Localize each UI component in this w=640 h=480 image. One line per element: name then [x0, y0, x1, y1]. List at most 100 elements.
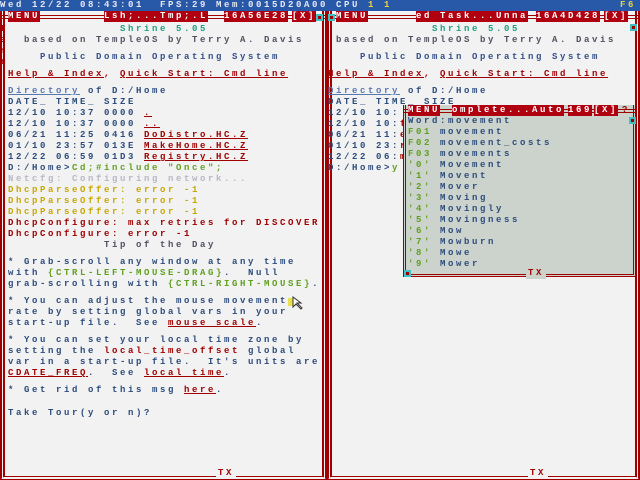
- text-segment: 01/10 23:: [328, 141, 401, 151]
- text-segment: Cd;#include "Once";: [72, 163, 225, 173]
- autocomplete-item[interactable]: '8' Mowe: [408, 248, 472, 259]
- text-line: CDATE_FREQ. See local time.: [8, 368, 232, 379]
- link[interactable]: local time: [144, 368, 225, 378]
- autocomplete-corner-handle[interactable]: [404, 270, 411, 277]
- link[interactable]: MakeHome.HC.Z: [144, 141, 249, 151]
- right-resize-handle[interactable]: [630, 24, 637, 31]
- left-window[interactable]: [0, 11, 327, 480]
- text-line: * Get rid of this msg here.: [8, 385, 224, 396]
- link[interactable]: Quick Start: Cmd line: [440, 69, 609, 79]
- item-word: movement_costs: [440, 138, 553, 148]
- text-segment: .: [216, 385, 225, 395]
- clock: Wed 12/22 08:43:01: [0, 0, 145, 10]
- hotkey: F6: [620, 0, 637, 10]
- text-segment: DATE_ TIME_ SIZE: [8, 97, 137, 107]
- autocomplete-item[interactable]: '0' Movement: [408, 160, 504, 171]
- text-line: Tip of the Day: [104, 240, 216, 251]
- text-line: 06/21 11:e: [328, 130, 408, 141]
- text-segment: Netcfg: Configuring network...: [8, 174, 249, 184]
- text-segment: * You can set your local time zone by: [8, 335, 305, 345]
- right-window[interactable]: [327, 11, 640, 480]
- item-key: '6': [408, 226, 433, 236]
- autocomplete-item[interactable]: '7' Mowburn: [408, 237, 496, 248]
- link[interactable]: Registry.HC.Z: [144, 152, 249, 162]
- text-line: 12/10 10:: [328, 108, 400, 119]
- link[interactable]: Directory: [8, 86, 81, 96]
- left-close-button[interactable]: [X]: [292, 11, 317, 22]
- text-segment: Shrine 5.05: [432, 24, 521, 34]
- text-segment: DATE_ TIME_ SIZE: [328, 97, 457, 107]
- autocomplete-item[interactable]: '5' Movingness: [408, 215, 520, 226]
- left-resize-handle[interactable]: [316, 14, 323, 21]
- text-line: DhcpParseOffer: error -1: [8, 207, 200, 218]
- right-task-addr: 16A4D428: [536, 11, 601, 22]
- autocomplete-menu-button[interactable]: MENU: [408, 105, 441, 116]
- text-segment: 12/22 06:59 01D3: [8, 152, 145, 162]
- item-word: movement: [440, 127, 505, 137]
- item-word: Movingness: [440, 215, 521, 225]
- autocomplete-item[interactable]: F01 movement: [408, 127, 504, 138]
- text-segment: DhcpParseOffer: error -1: [8, 207, 201, 217]
- item-key: '8': [408, 248, 433, 258]
- autocomplete-title: omplete...Auto: [452, 105, 565, 116]
- autocomplete-help[interactable]: ?: [622, 105, 631, 115]
- link[interactable]: DoDistro.HC.Z: [144, 130, 249, 140]
- autocomplete-item[interactable]: F02 movement_costs: [408, 138, 552, 149]
- right-window-title: ed Task...Unna: [416, 11, 529, 22]
- text-segment: 12/10 10:: [328, 108, 401, 118]
- autocomplete-window[interactable]: [403, 105, 636, 277]
- text-segment: DhcpConfigure: error -1: [8, 229, 193, 239]
- right-menu-button[interactable]: MENU: [336, 11, 369, 22]
- link[interactable]: mouse scale: [168, 318, 257, 328]
- link[interactable]: Help & Index: [328, 69, 425, 79]
- text-segment: ,: [424, 69, 441, 79]
- link[interactable]: Help & Index: [8, 69, 105, 79]
- item-word: Mow: [440, 226, 465, 236]
- text-segment: Take Tour(y or n)?: [8, 408, 153, 418]
- link[interactable]: .: [144, 108, 153, 118]
- text-segment: start-up file. See: [8, 318, 169, 328]
- link[interactable]: ..: [144, 119, 161, 129]
- text-segment: * Get rid of this msg: [8, 385, 185, 395]
- autocomplete-close-button[interactable]: [X]: [594, 105, 619, 116]
- text-segment: with: [8, 268, 49, 278]
- link[interactable]: here: [184, 385, 217, 395]
- text-segment: e: [400, 130, 408, 140]
- text-line: * Grab-scroll any window at any time: [8, 257, 296, 268]
- item-key: '2': [408, 182, 433, 192]
- status-bar: Wed 12/22 08:43:01 FPS:29 Mem:0015D20A00…: [0, 0, 640, 11]
- autocomplete-item[interactable]: '1' Movent: [408, 171, 488, 182]
- item-word: Mowe: [440, 248, 473, 258]
- item-word: Mower: [440, 259, 481, 269]
- autocomplete-item[interactable]: '3' Moving: [408, 193, 488, 204]
- text-segment: DhcpParseOffer: error -1: [8, 185, 201, 195]
- autocomplete-item[interactable]: F03 movements: [408, 149, 512, 160]
- text-segment: Tip of the Day: [104, 240, 217, 250]
- autocomplete-item[interactable]: '6' Mow: [408, 226, 464, 237]
- text-line: Help & Index, Quick Start: Cmd line: [8, 69, 288, 80]
- autocomplete-item[interactable]: '2' Mover: [408, 182, 480, 193]
- text-segment: DhcpParseOffer: error -1: [8, 196, 201, 206]
- right-left-handle[interactable]: [328, 14, 335, 21]
- text-line: * You can adjust the mouse movement: [8, 296, 288, 307]
- text-cursor: [288, 298, 296, 306]
- text-segment: m: [400, 152, 408, 162]
- link[interactable]: Quick Start: Cmd line: [120, 69, 289, 79]
- autocomplete-resize-handle[interactable]: [629, 117, 636, 124]
- text-line: Public Domain Operating System: [40, 52, 280, 63]
- link[interactable]: CDATE_FREQ: [8, 368, 89, 378]
- text-segment: based on TempleOS by Terry A. Davis: [336, 35, 617, 45]
- link[interactable]: Directory: [328, 86, 401, 96]
- text-line: DhcpConfigure: max retries for DISCOVER: [8, 218, 320, 229]
- text-line: * You can set your local time zone by: [8, 335, 304, 346]
- text-line: Directory of D:/Home: [328, 86, 488, 97]
- autocomplete-footer: TX: [526, 268, 547, 279]
- left-menu-button[interactable]: MENU: [8, 11, 41, 22]
- text-segment: global: [240, 346, 297, 356]
- autocomplete-item[interactable]: '9' Mower: [408, 259, 480, 270]
- item-word: Movingly: [440, 204, 505, 214]
- right-close-button[interactable]: [X]: [604, 11, 629, 22]
- autocomplete-item[interactable]: '4' Movingly: [408, 204, 504, 215]
- text-line: DhcpParseOffer: error -1: [8, 185, 200, 196]
- left-window-title: Lsh;...Tmp;.L: [104, 11, 209, 22]
